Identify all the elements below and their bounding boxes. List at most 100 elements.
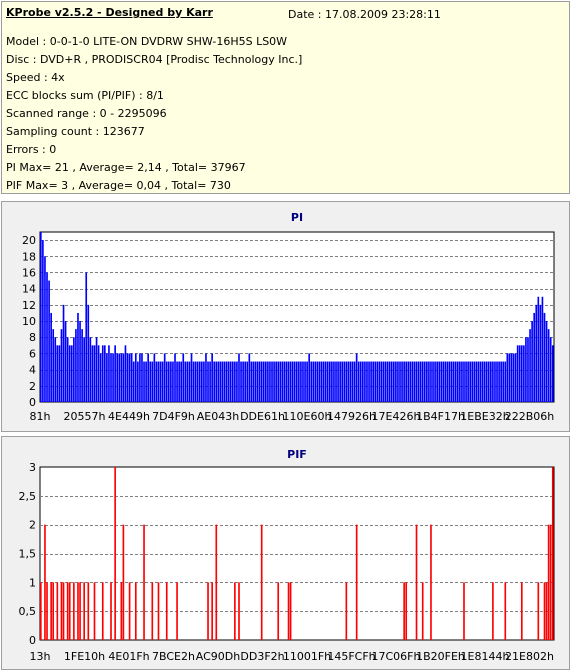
bar: [444, 361, 447, 402]
bar: [139, 353, 141, 402]
bar: [60, 329, 63, 402]
bar: [341, 361, 344, 402]
bar: [240, 361, 242, 402]
bar: [281, 361, 284, 402]
pif-chart: PIF 0 0,5 1 1,5 2 2,5 3 13h 1FE10h 4E01Fh 7BCE2h AC9…: [19, 448, 555, 663]
bar: [535, 304, 538, 402]
bar: [58, 345, 61, 402]
bar: [421, 582, 424, 640]
bar: [366, 361, 368, 402]
bar: [50, 582, 52, 640]
bar: [502, 361, 505, 402]
bar: [490, 361, 492, 402]
bar: [405, 361, 408, 402]
bar: [81, 329, 83, 402]
pi-chart: PI 0 2 4 6 8 10 12 14 16 18 20 81h 20557h 4E449h 7D4F9h…: [22, 211, 555, 423]
bar: [382, 361, 385, 402]
bar: [114, 345, 116, 402]
y-tick-label: 0: [29, 396, 36, 409]
bar: [372, 361, 374, 402]
x-tick-label: AC90Dh: [196, 650, 240, 663]
bar: [271, 361, 273, 402]
bar: [547, 524, 550, 640]
bar: [130, 353, 133, 402]
x-tick-label: 21E802h: [505, 650, 554, 663]
bar: [40, 582, 42, 640]
bar: [287, 582, 290, 640]
bar: [62, 304, 65, 402]
x-tick-label: DDE61h: [240, 410, 285, 423]
bar: [267, 361, 269, 402]
bar: [101, 345, 104, 402]
plot-area: [39, 466, 555, 641]
bar: [176, 582, 178, 640]
errors-line: Errors : 0: [6, 143, 57, 156]
bar: [500, 361, 502, 402]
bar: [469, 361, 472, 402]
bar: [450, 361, 453, 402]
bar: [454, 361, 457, 402]
bar: [316, 361, 319, 402]
bar: [527, 337, 529, 402]
bar: [73, 337, 75, 402]
bar: [106, 353, 108, 402]
bar: [242, 361, 244, 402]
bar: [326, 361, 329, 402]
bar: [463, 361, 465, 402]
bar: [110, 353, 112, 402]
bar: [529, 329, 531, 402]
bar: [549, 524, 552, 640]
y-tick-label: 2,5: [19, 490, 37, 503]
bar: [508, 353, 511, 402]
bar: [409, 361, 412, 402]
bar: [376, 361, 379, 402]
bar: [145, 361, 147, 402]
bar: [91, 345, 94, 402]
bar: [395, 361, 397, 402]
x-tick-label: 110E60h: [283, 410, 332, 423]
bar: [362, 361, 364, 402]
bar: [198, 361, 201, 402]
bar: [260, 361, 263, 402]
bar: [215, 361, 218, 402]
bar: [547, 329, 550, 402]
bar: [485, 361, 488, 402]
x-tick-label: 145FCFh: [327, 650, 375, 663]
bar: [95, 337, 98, 402]
bar: [378, 361, 381, 402]
bar: [161, 361, 164, 402]
bar: [355, 353, 358, 402]
bar: [116, 353, 119, 402]
bar: [66, 582, 69, 640]
bar: [211, 353, 213, 402]
bar: [533, 312, 536, 402]
bar: [83, 337, 85, 402]
bar: [157, 361, 160, 402]
bar: [56, 582, 59, 640]
bar: [343, 361, 346, 402]
bar: [295, 361, 298, 402]
bar: [213, 361, 216, 402]
bar: [44, 524, 46, 640]
speed-line: Speed : 4x: [6, 71, 65, 84]
bar: [236, 361, 238, 402]
bar: [234, 361, 236, 402]
bar: [380, 361, 383, 402]
bar: [62, 582, 65, 640]
bar: [310, 361, 313, 402]
bar: [438, 361, 441, 402]
bar: [504, 582, 507, 640]
bar: [207, 361, 209, 402]
bar: [370, 361, 372, 402]
bar: [471, 361, 474, 402]
bar: [64, 321, 67, 402]
bar: [52, 329, 55, 402]
bar: [265, 361, 267, 402]
y-tick-label: 1: [29, 576, 36, 589]
bar: [312, 361, 315, 402]
bar: [388, 361, 391, 402]
y-tick-label: 10: [22, 315, 36, 328]
bar: [77, 582, 79, 640]
bar: [108, 345, 110, 402]
bar: [432, 361, 434, 402]
